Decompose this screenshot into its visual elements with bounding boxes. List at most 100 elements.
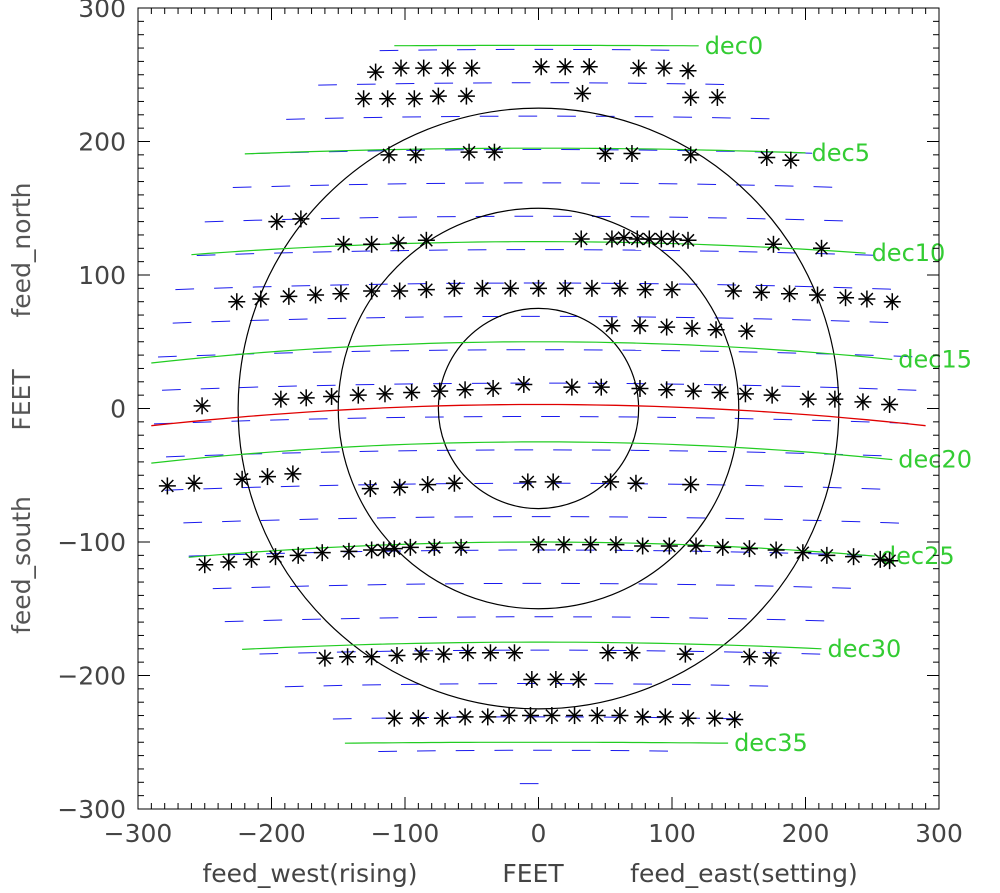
data-point-stroke — [613, 281, 627, 295]
data-point — [603, 317, 621, 335]
declination-line — [244, 147, 806, 155]
data-point — [445, 474, 463, 492]
data-point-stroke — [378, 387, 392, 401]
plot-axes — [137, 7, 940, 810]
data-point — [405, 90, 423, 108]
data-point-stroke — [654, 232, 668, 246]
data-point-stroke — [387, 542, 401, 556]
data-point-stroke — [764, 651, 778, 665]
feed-track-segment — [832, 587, 851, 589]
x-tick-label: −200 — [237, 819, 306, 848]
data-point — [740, 540, 758, 558]
feed-track-segment — [200, 387, 220, 390]
tick-labels: −300 −200 −100 0 100 200 300 300 200 100 0 −100 −200… — [57, 0, 963, 848]
data-point — [515, 375, 533, 393]
data-point — [463, 59, 481, 77]
data-point-stroke — [883, 398, 897, 411]
data-point — [611, 707, 629, 725]
data-point-stroke — [342, 544, 356, 558]
data-point — [233, 470, 251, 488]
data-point-stroke — [565, 380, 579, 394]
feed-track-segment — [893, 355, 913, 358]
feed-track-segment — [260, 519, 280, 521]
data-point-stroke — [198, 558, 212, 572]
data-point — [415, 59, 433, 77]
data-point-stroke — [475, 281, 489, 295]
data-point-stroke — [525, 673, 539, 686]
data-point — [425, 538, 443, 556]
data-point-stroke — [315, 546, 329, 560]
data-point-stroke — [658, 710, 672, 724]
data-point — [530, 279, 547, 297]
data-point — [636, 281, 654, 299]
declination-line — [188, 541, 875, 558]
data-point-stroke — [394, 61, 408, 75]
data-point — [361, 480, 379, 498]
data-point-stroke — [839, 291, 853, 305]
x-axis-label-west: feed_west(rising) — [202, 859, 417, 888]
feed-track-segment — [211, 320, 231, 323]
data-point-stroke — [318, 651, 332, 665]
data-point — [611, 279, 629, 297]
data-point-stroke — [441, 61, 455, 75]
data-point — [767, 541, 785, 559]
feed-track-segment — [822, 486, 842, 489]
data-point — [570, 671, 588, 689]
data-point-stroke — [365, 284, 379, 298]
data-point-stroke — [160, 479, 174, 493]
data-point — [385, 709, 403, 727]
data-point-stroke — [709, 323, 723, 337]
data-point-stroke — [534, 60, 548, 74]
data-point-stroke — [613, 709, 627, 723]
data-point-stroke — [689, 539, 703, 553]
data-point — [563, 378, 581, 396]
data-point-stroke — [633, 319, 647, 333]
data-point — [339, 648, 357, 666]
feed-track-segment — [824, 219, 843, 222]
feed-track-segment — [250, 319, 269, 322]
data-point-stroke — [742, 542, 756, 556]
feed-circles — [237, 107, 840, 710]
feed-track-segment — [162, 389, 181, 391]
y-tick-label: 0 — [110, 395, 126, 424]
data-point — [706, 709, 724, 727]
data-point — [532, 58, 550, 76]
data-point — [679, 231, 697, 249]
data-point — [280, 287, 298, 305]
data-point — [307, 286, 325, 304]
feed-circle — [237, 107, 840, 710]
data-point — [349, 386, 367, 404]
feed-track-segment — [192, 421, 212, 423]
x-tick-label: 100 — [648, 819, 696, 848]
feed-track-segment — [235, 253, 255, 255]
feed-track-segment — [854, 354, 874, 356]
data-point-stroke — [811, 288, 824, 302]
data-point — [228, 293, 246, 311]
data-point — [473, 279, 491, 297]
data-point — [799, 390, 817, 408]
data-point — [220, 553, 238, 571]
data-point-stroke — [337, 237, 351, 251]
data-point — [417, 231, 435, 249]
feed-track-segment — [862, 454, 882, 457]
data-point — [417, 281, 435, 299]
data-point — [452, 538, 470, 556]
data-point — [660, 537, 678, 555]
data-point-stroke — [609, 538, 623, 552]
data-point — [679, 62, 697, 80]
data-point — [485, 143, 503, 161]
data-point — [627, 474, 645, 492]
data-point — [740, 648, 758, 666]
data-point-stroke — [666, 232, 680, 246]
data-point-stroke — [629, 476, 643, 490]
data-point-stroke — [351, 388, 365, 402]
declination-label: dec10 — [872, 239, 946, 267]
data-point-stroke — [437, 647, 451, 661]
data-point — [385, 540, 403, 558]
data-point-stroke — [195, 399, 209, 413]
data-point-stroke — [847, 550, 861, 564]
data-point — [603, 230, 621, 248]
data-point-stroke — [686, 384, 700, 398]
data-point — [530, 536, 547, 554]
data-point — [634, 708, 652, 726]
